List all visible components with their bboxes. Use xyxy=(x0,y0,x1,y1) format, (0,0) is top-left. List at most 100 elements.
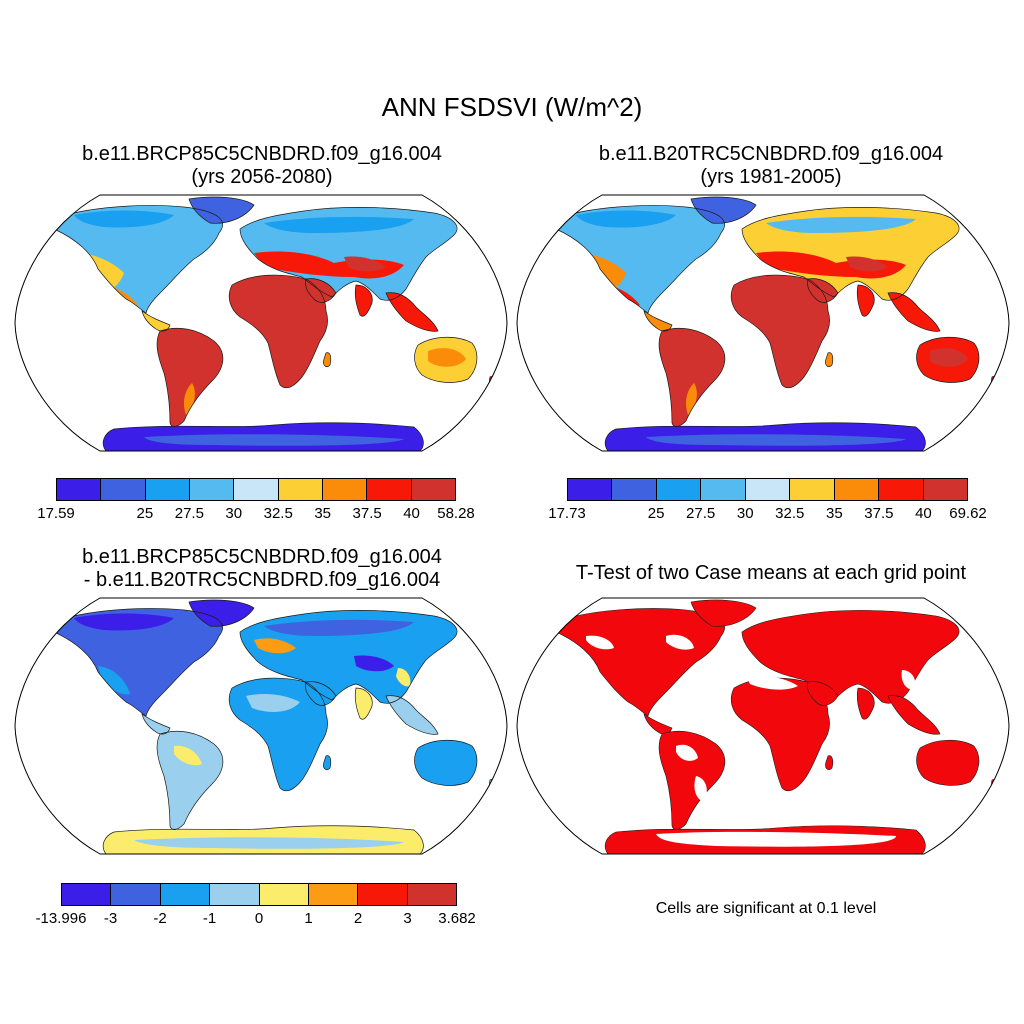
colorbar-swatch xyxy=(189,479,235,500)
region-greenland xyxy=(189,600,254,627)
colorbar-tick-label: -2 xyxy=(153,910,167,927)
panel-1-title-line-1: b.e11.BRCP85C5CNBDRD.f09_g16.004 xyxy=(82,143,442,165)
colorbar-tick-label: 1 xyxy=(304,910,313,927)
colorbar-swatch xyxy=(568,479,613,500)
colorbar-tick-label: 17.59 xyxy=(37,505,75,522)
value-patch xyxy=(174,745,202,766)
region-seAsia xyxy=(887,695,941,735)
colorbar-swatch xyxy=(62,884,112,905)
non-significant-area xyxy=(666,634,694,650)
coastline xyxy=(385,292,439,332)
region-india xyxy=(856,687,875,720)
colorbar-swatch xyxy=(790,479,835,500)
value-patch xyxy=(264,216,414,233)
colorbar-swatch xyxy=(145,479,190,500)
value-patch xyxy=(846,256,888,272)
colorbar-swatch xyxy=(57,479,102,500)
colorbar-swatch xyxy=(407,884,456,905)
colorbar-tick-label: 25 xyxy=(136,505,154,522)
colorbar-tick-label: 30 xyxy=(225,505,243,522)
map-frame xyxy=(14,194,508,452)
panel-1-title-line-2: (yrs 2056-2080) xyxy=(191,166,333,188)
non-significant-area xyxy=(676,744,698,761)
value-patch xyxy=(930,348,968,367)
colorbar-tick-label: 40 xyxy=(403,505,420,522)
colorbar-swatch xyxy=(308,884,359,905)
region-africa xyxy=(731,275,830,388)
colorbar-control-case xyxy=(567,478,968,501)
value-patch xyxy=(98,666,130,695)
colorbar-swatch xyxy=(358,884,408,905)
colorbar-tick-label: 69.62 xyxy=(949,505,987,522)
colorbar-tick-label: 32.5 xyxy=(775,505,805,522)
coastline xyxy=(323,755,332,770)
colorbar-tick-label: 25 xyxy=(647,505,665,522)
colorbar-tick-label: 27.5 xyxy=(686,505,716,522)
colorbar-tick-label: 3.682 xyxy=(438,910,476,927)
coastline xyxy=(53,608,223,717)
colorbar-tick-label: -13.996 xyxy=(35,910,87,927)
coastline xyxy=(188,599,255,627)
colorbar-tick-label: 17.73 xyxy=(548,505,586,522)
value-patch xyxy=(354,655,394,672)
region-australia xyxy=(414,740,477,786)
region-southAmerica xyxy=(157,731,223,830)
colorbar-tick-label: 32.5 xyxy=(263,505,293,522)
panel-4-title: T-Test of two Case means at each grid po… xyxy=(528,562,1014,585)
coastline xyxy=(305,681,337,706)
coastline xyxy=(807,278,839,303)
region-greenland xyxy=(690,599,757,627)
value-patch xyxy=(134,837,404,849)
value-patch xyxy=(144,434,404,446)
colorbar-swatch xyxy=(612,479,657,500)
region-southAmerica xyxy=(157,328,223,427)
colorbar-tick-label: 27.5 xyxy=(174,505,204,522)
coastline xyxy=(555,205,725,314)
region-northAmerica xyxy=(556,205,725,313)
colorbar-swatch xyxy=(834,479,880,500)
region-seAsia xyxy=(386,695,438,735)
region-centralAmerica xyxy=(142,714,170,735)
figure-title: ANN FSDSVI (W/m^2) xyxy=(381,92,643,122)
value-patch xyxy=(428,348,466,367)
map-test-case xyxy=(14,194,508,452)
coastline xyxy=(741,207,960,301)
region-northAmerica xyxy=(54,205,223,313)
region-newZealand xyxy=(991,779,999,790)
panel-3-title-line-1: b.e11.BRCP85C5CNBDRD.f09_g16.004 xyxy=(82,546,442,568)
value-patch xyxy=(254,251,404,279)
coastline xyxy=(414,336,478,383)
non-significant-area xyxy=(656,831,896,847)
region-newZealand xyxy=(489,376,497,387)
region-arabia xyxy=(807,681,839,706)
coastline xyxy=(354,284,373,317)
non-significant-area xyxy=(586,635,614,650)
colorbar-swatch xyxy=(210,884,260,905)
value-patch xyxy=(646,434,906,446)
map-ttest xyxy=(516,597,1010,855)
region-southAmerica xyxy=(659,328,725,427)
colorbar-tick-label: 30 xyxy=(736,505,754,522)
colorbar-tick-label: 40 xyxy=(915,505,932,522)
colorbar-tick-label: 3 xyxy=(403,910,412,927)
coastline xyxy=(228,274,328,389)
panel-2-title: b.e11.B20TRC5CNBDRD.f09_g16.004 (yrs 198… xyxy=(528,143,1014,189)
panel-2-title-line-2: (yrs 1981-2005) xyxy=(700,166,842,188)
coastline xyxy=(414,739,478,786)
colorbar-test-case xyxy=(56,478,456,501)
value-patch xyxy=(264,619,414,636)
colorbar-difference xyxy=(61,883,457,906)
colorbar-swatch xyxy=(745,479,791,500)
region-madagascar xyxy=(825,755,834,770)
colorbar-tick-label: 37.5 xyxy=(352,505,382,522)
value-patch xyxy=(254,638,296,654)
region-india xyxy=(355,688,373,720)
value-patch xyxy=(246,694,300,712)
value-patch xyxy=(576,210,676,228)
map-frame xyxy=(516,597,1010,855)
non-significant-area xyxy=(694,776,707,802)
map-control-case xyxy=(516,194,1010,452)
region-australia xyxy=(916,739,980,786)
coastline xyxy=(239,610,458,704)
region-seAsia xyxy=(888,292,940,332)
